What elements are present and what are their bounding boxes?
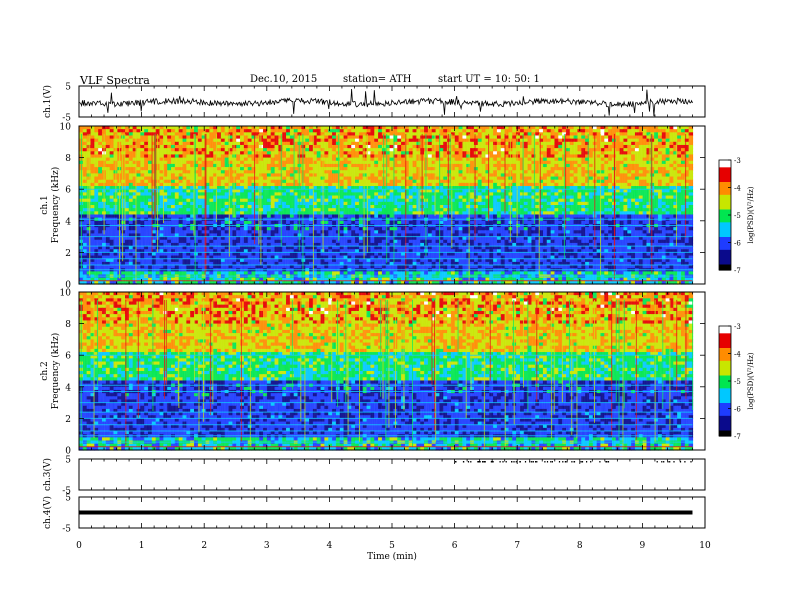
date-label: Dec.10, 2015: [250, 74, 318, 85]
spectrogram-1: [79, 126, 694, 285]
chart-title: VLF Spectra: [80, 74, 150, 87]
start-time-label: start UT = 10: 50: 1: [438, 74, 540, 85]
station-label: station= ATH: [343, 74, 412, 85]
